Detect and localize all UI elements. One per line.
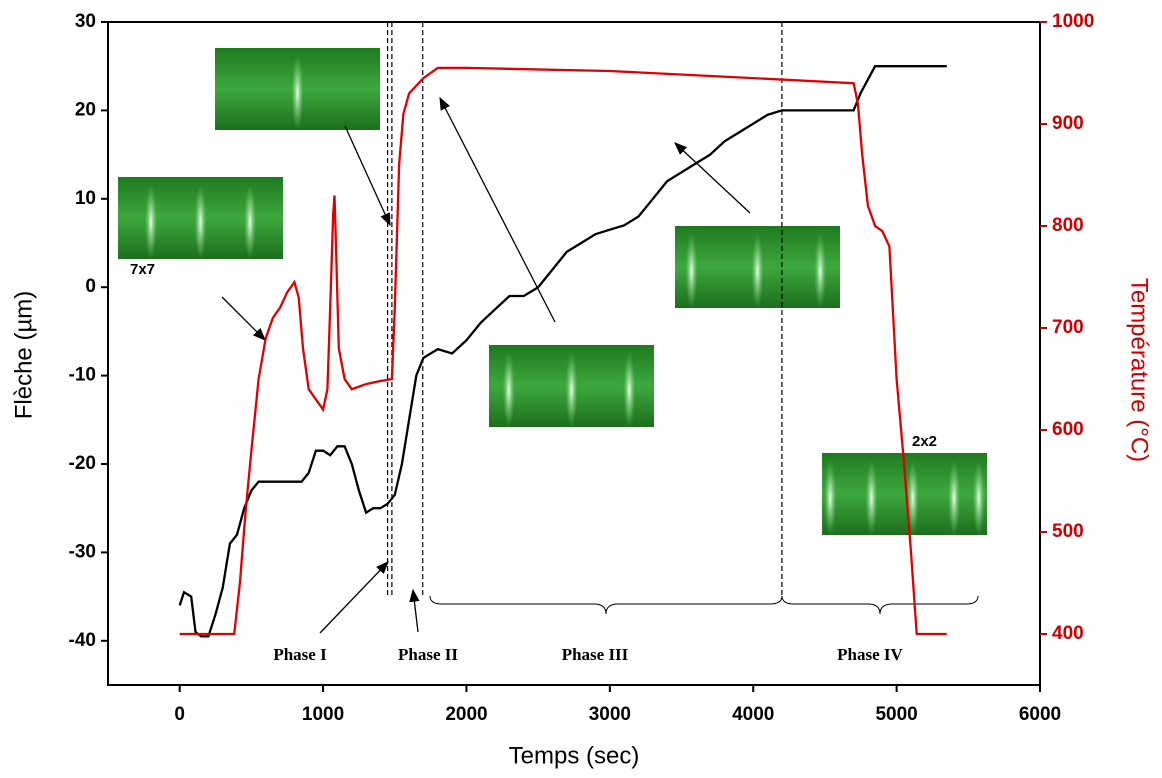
y2-tick-label: 1000 [1052,11,1094,32]
inset-label: 2x2 [912,433,937,450]
y2-tick-label: 600 [1052,419,1084,440]
x-tick-label: 0 [174,704,185,725]
phase-label: Phase I [273,645,327,664]
y-tick-label: -30 [69,541,96,562]
y2-tick-label: 800 [1052,215,1084,236]
brace [781,595,979,615]
y2-tick-label: 900 [1052,113,1084,134]
rheed-streak [145,184,157,260]
x-tick-label: 5000 [875,704,917,725]
plot-frame [107,21,1041,686]
rheed-streak [824,460,837,536]
y-tick-label: 0 [85,276,96,297]
x-tick-label: 1000 [302,704,344,725]
y2-tick-label: 500 [1052,521,1084,542]
x-tick-label: 4000 [732,704,774,725]
y2-tick-label: 700 [1052,317,1084,338]
arrow [409,588,420,633]
y-tick-label: 30 [75,11,96,32]
x-tick-label: 2000 [445,704,487,725]
rheed-streak [623,352,636,428]
inset-label: 7x7 [130,261,155,278]
y-tick-label: -10 [69,365,96,386]
y-tick-label: 10 [75,188,96,209]
arrow [439,96,556,323]
arrow [221,296,266,341]
rheed-streak [194,184,207,260]
x-tick-label: 3000 [589,704,631,725]
phase-label: Phase IV [837,645,903,664]
phase-label: Phase II [398,645,458,664]
rheed-streak [814,233,827,309]
rheed-streak [906,460,919,536]
rheed-streak [751,233,764,309]
rheed-streak [502,352,515,428]
rheed-streak [244,184,256,260]
y-axis-label: Flèche (µm) [10,291,37,420]
y-tick-label: -20 [69,453,96,474]
phase-label: Phase III [562,645,629,664]
rheed-streak [972,460,985,536]
rheed-streak [865,460,878,536]
arrow [674,142,751,214]
rheed-streak [685,233,698,309]
rheed-streak [948,460,960,536]
arrow [344,125,391,227]
x-axis-label: Temps (sec) [509,742,640,769]
y-tick-label: -40 [69,630,96,651]
y-tick-label: 20 [75,99,96,120]
rheed-streak [565,352,578,428]
rheed-streak [291,55,304,131]
x-tick-label: 6000 [1019,704,1061,725]
y2-axis-label: Température (°C) [1126,278,1153,462]
series-line [179,66,947,636]
y2-tick-label: 400 [1052,623,1084,644]
arrow [319,561,389,634]
brace [429,595,783,615]
